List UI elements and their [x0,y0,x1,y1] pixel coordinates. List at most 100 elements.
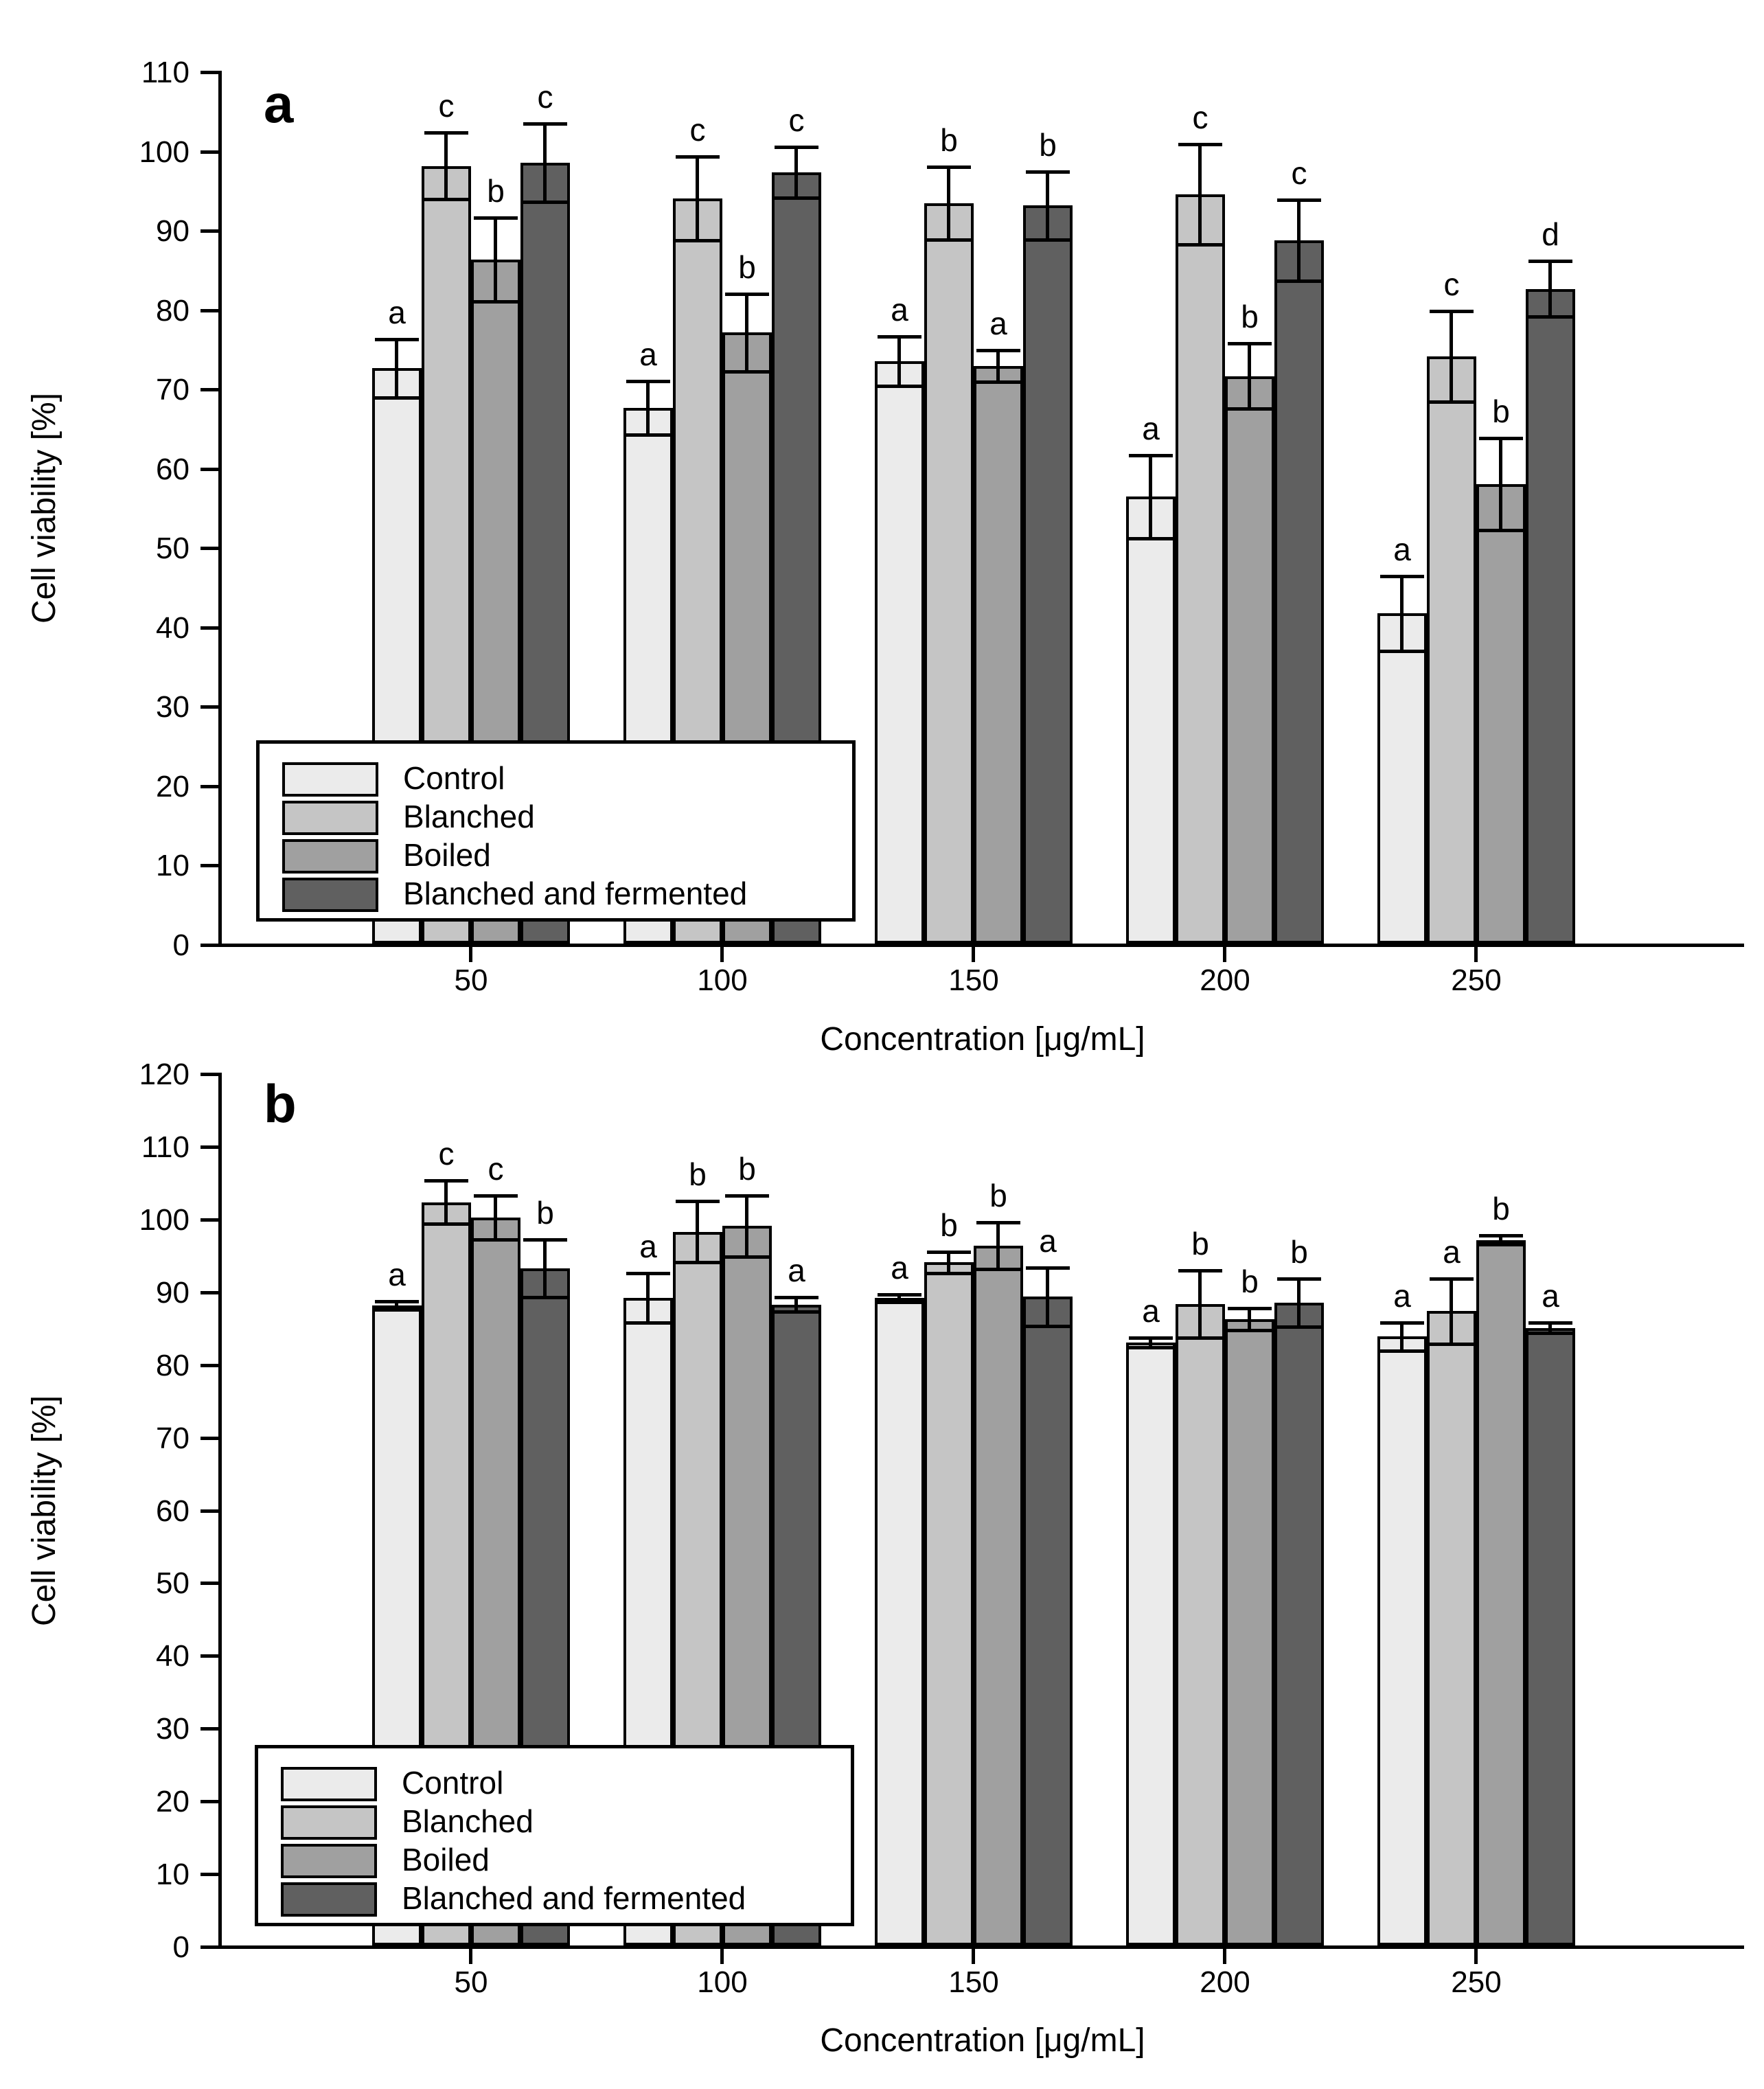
x-tick-a-50 [469,947,472,962]
errorbar-cap-top-a-blanched-and-fermented-200 [1277,198,1321,203]
errorbar-cap-top-b-blanched-and-fermented-50 [523,1237,567,1242]
errorbar-cap-bottom-b-control-200 [1129,1346,1173,1350]
y-tick-a-60 [201,467,218,471]
sig-letter-a-blanched-250: c [1443,266,1460,303]
errorbar-line-a-control-200 [1149,455,1152,538]
errorbar-line-a-boiled-200 [1248,343,1251,409]
sig-letter-b-blanched-and-fermented-50: b [536,1194,554,1231]
x-tick-b-200 [1223,1949,1226,1964]
errorbar-cap-top-b-blanched-100 [676,1200,720,1204]
errorbar-line-b-blanched-50 [444,1180,448,1224]
panel-a-x-axis-title: Concentration [μg/mL] [820,1021,1145,1058]
y-tick-label-a-60: 60 [156,452,190,486]
x-tick-b-50 [469,1949,472,1964]
y-tick-label-b-30: 30 [156,1712,190,1746]
errorbar-cap-bottom-a-blanched-250 [1430,400,1474,404]
y-tick-b-50 [201,1582,218,1586]
errorbar-cap-top-b-blanched-and-fermented-100 [775,1296,818,1300]
errorbar-cap-bottom-b-blanched-and-fermented-250 [1528,1332,1572,1336]
y-tick-b-90 [201,1290,218,1294]
errorbar-line-a-boiled-100 [745,293,748,372]
x-tick-label-b-50: 50 [454,1965,488,1999]
y-tick-a-80 [201,308,218,312]
y-tick-label-b-90: 90 [156,1275,190,1310]
errorbar-cap-top-a-boiled-250 [1479,436,1523,440]
errorbar-cap-bottom-b-blanched-150 [927,1272,971,1276]
sig-letter-b-blanched-150: b [940,1207,958,1243]
y-tick-a-40 [201,626,218,630]
errorbar-cap-top-b-blanched-and-fermented-250 [1528,1321,1572,1325]
errorbar-cap-bottom-b-blanched-200 [1178,1336,1222,1340]
errorbar-cap-top-b-blanched-and-fermented-150 [1026,1266,1070,1270]
sig-letter-a-boiled-250: b [1492,393,1510,429]
y-tick-label-a-30: 30 [156,690,190,724]
sig-letter-a-control-100: a [639,336,657,372]
y-tick-label-b-70: 70 [156,1421,190,1455]
errorbar-cap-bottom-a-blanched-and-fermented-200 [1277,279,1321,284]
sig-letter-b-boiled-150: b [989,1178,1007,1214]
legend-swatch-b-blanched [281,1805,377,1840]
y-tick-label-b-60: 60 [156,1494,190,1528]
errorbar-line-b-blanched-and-fermented-200 [1297,1278,1301,1327]
errorbar-cap-bottom-b-blanched-and-fermented-100 [775,1310,818,1314]
x-tick-b-100 [720,1949,724,1964]
errorbar-cap-top-a-blanched-and-fermented-250 [1528,260,1572,264]
errorbar-cap-bottom-b-boiled-100 [725,1255,769,1259]
errorbar-cap-top-b-boiled-100 [725,1194,769,1198]
errorbar-cap-top-b-control-150 [878,1293,921,1297]
x-tick-a-250 [1474,947,1478,962]
y-tick-label-b-20: 20 [156,1785,190,1819]
sig-letter-a-blanched-and-fermented-100: c [788,102,805,138]
errorbar-cap-bottom-b-control-100 [626,1321,670,1325]
errorbar-line-b-control-200 [1149,1337,1152,1348]
sig-letter-b-blanched-50: c [438,1135,455,1172]
errorbar-line-a-blanched-250 [1450,311,1453,402]
y-tick-a-50 [201,547,218,551]
sig-letter-a-blanched-200: c [1192,100,1209,136]
y-tick-b-70 [201,1436,218,1440]
bar-a-boiled-150 [974,365,1023,944]
bar-a-blanched-200 [1176,194,1225,944]
errorbar-line-b-blanched-and-fermented-50 [543,1239,547,1298]
bar-a-blanched-and-fermented-150 [1023,205,1073,944]
errorbar-cap-bottom-b-control-150 [878,1300,921,1304]
panel-a-label: a [264,73,294,134]
errorbar-line-a-blanched-200 [1198,144,1202,245]
y-tick-label-a-80: 80 [156,293,190,328]
errorbar-line-a-boiled-50 [494,217,497,302]
y-axis-line-b [218,1073,222,1949]
errorbar-cap-bottom-a-control-100 [626,433,670,437]
x-tick-label-b-200: 200 [1200,1965,1250,1999]
y-tick-b-110 [201,1145,218,1149]
bar-b-blanched-and-fermented-200 [1274,1302,1324,1945]
errorbar-cap-top-a-blanched-and-fermented-150 [1026,170,1070,174]
sig-letter-b-boiled-250: b [1492,1191,1510,1227]
errorbar-line-a-control-100 [646,380,650,435]
x-tick-label-a-200: 200 [1200,963,1250,997]
errorbar-line-b-boiled-200 [1248,1308,1251,1330]
sig-letter-a-blanched-and-fermented-50: c [537,79,553,115]
errorbar-cap-top-b-control-200 [1129,1336,1173,1340]
x-axis-line-a [218,944,1744,947]
sig-letter-b-control-150: a [891,1250,908,1286]
x-tick-b-150 [972,1949,975,1964]
sig-letter-a-control-200: a [1142,411,1160,447]
errorbar-cap-bottom-a-control-200 [1129,536,1173,540]
y-tick-a-110 [201,71,218,74]
x-tick-label-b-100: 100 [697,1965,748,1999]
errorbar-cap-top-a-blanched-and-fermented-50 [523,122,567,126]
bar-b-blanched-150 [924,1262,974,1945]
sig-letter-b-control-250: a [1393,1278,1411,1314]
y-tick-label-a-40: 40 [156,610,190,645]
sig-letter-b-blanched-and-fermented-100: a [788,1253,805,1289]
x-tick-b-250 [1474,1949,1478,1964]
bar-a-blanched-and-fermented-200 [1274,240,1324,944]
errorbar-line-a-blanched-and-fermented-150 [1046,171,1049,240]
sig-letter-a-blanched-100: c [689,111,706,148]
sig-letter-b-control-100: a [639,1229,657,1265]
errorbar-cap-top-a-control-200 [1129,454,1173,458]
errorbar-cap-top-b-boiled-50 [474,1194,518,1198]
errorbar-cap-top-b-control-100 [626,1272,670,1276]
errorbar-cap-top-a-control-250 [1380,575,1424,579]
errorbar-cap-top-b-boiled-200 [1228,1307,1272,1311]
